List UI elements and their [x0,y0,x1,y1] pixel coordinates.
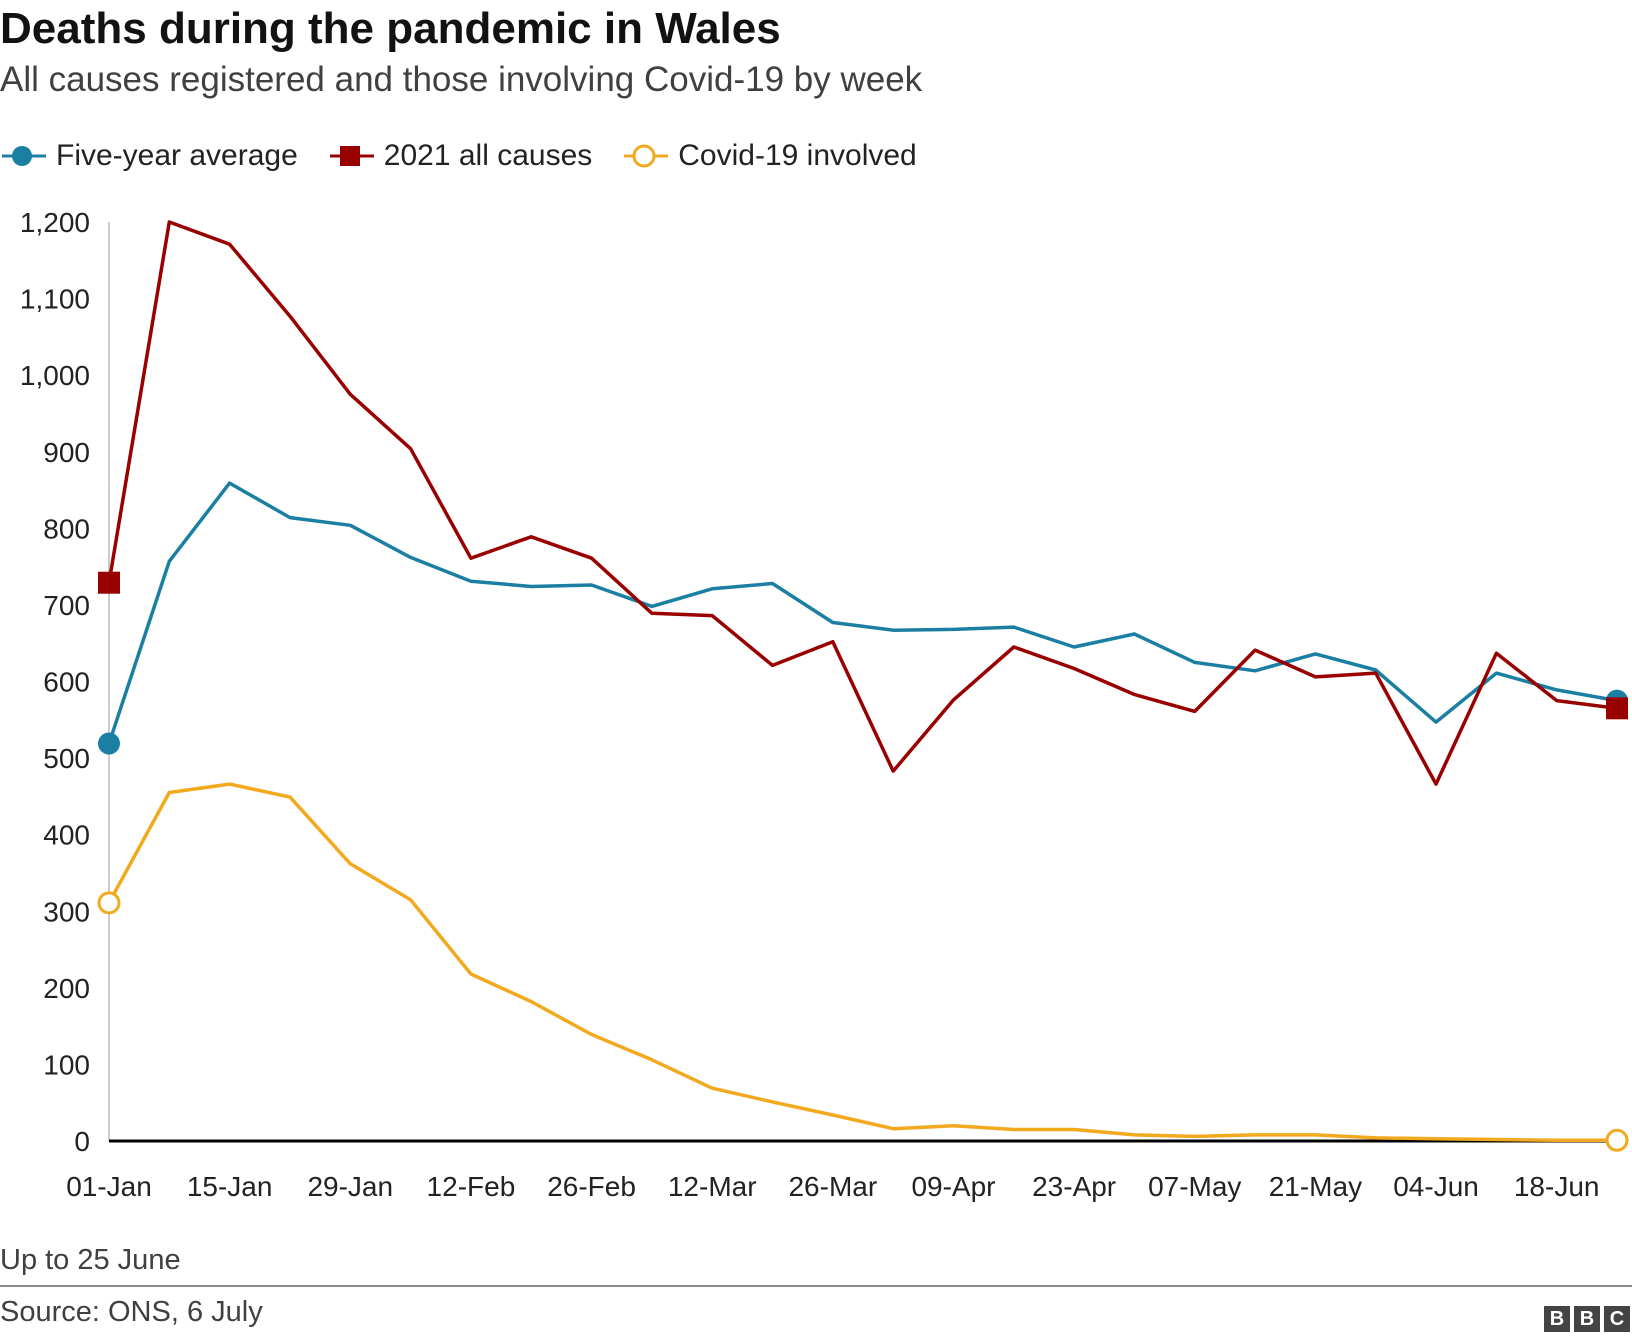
y-tick-label: 100 [43,1049,90,1080]
point-marker-five-year-average [98,732,120,755]
x-tick-label: 04-Jun [1393,1171,1479,1202]
y-tick-label: 200 [43,973,90,1004]
x-tick-label: 15-Jan [187,1171,273,1202]
y-tick-label: 900 [43,437,90,468]
source-note: Source: ONS, 6 July [0,1296,263,1328]
bbc-logo: B B C [1540,1306,1630,1332]
x-tick-label: 07-May [1148,1171,1241,1202]
chart-note: Up to 25 June [0,1244,181,1276]
point-marker-2021-all-causes [98,571,120,594]
logo-letter: B [1544,1306,1570,1332]
series-lines [107,220,1618,1142]
x-axis: 01-Jan 15-Jan 29-Jan 12-Feb 26-Feb 12-Mar 26-M… [66,1139,1617,1202]
x-tick-label: 26-Feb [547,1171,636,1202]
point-marker-covid-19-involved [97,891,121,915]
footer-divider [0,1285,1632,1287]
y-tick-label: 400 [43,820,90,851]
series-line-2021-all-causes [107,220,1618,786]
logo-letter: C [1604,1306,1630,1332]
chart-title: Deaths during the pandemic in Wales [0,4,781,53]
y-tick-label: 1,000 [20,360,90,391]
x-tick-label: 12-Mar [668,1171,757,1202]
x-tick-label: 21-May [1269,1171,1362,1202]
y-tick-label: 1,100 [20,284,90,315]
x-tick-label: 26-Mar [788,1171,877,1202]
legend-label-2021-all-causes: 2021 all causes [383,139,593,172]
legend-label-five-year-average: Five-year average [56,139,298,172]
x-tick-label: 09-Apr [911,1171,995,1202]
legend-swatch-2021-all-causes [329,146,374,166]
y-tick-label: 1,200 [20,207,90,238]
x-tick-label: 18-Jun [1514,1171,1600,1202]
legend-swatch-covid-19-involved [624,144,669,168]
legend-label-covid-19-involved: Covid-19 involved [678,139,917,172]
y-tick-label: 0 [74,1126,90,1157]
x-tick-label: 01-Jan [66,1171,152,1202]
legend-item-five-year-average: Five-year average [0,139,298,173]
legend-item-covid-19-involved: Covid-19 involved [622,139,917,173]
y-tick-label: 600 [43,667,90,698]
series-line-covid-19-involved [107,782,1617,1142]
series-end-markers [97,571,1629,1152]
line-chart: 0 100 200 300 400 500 600 700 800 900 1,000 1,100 1,… [20,207,1629,1202]
point-marker-covid-19-involved [1605,1128,1629,1152]
series-line-five-year-average [107,481,1618,745]
x-tick-label: 12-Feb [427,1171,516,1202]
y-tick-label: 500 [43,743,90,774]
legend-swatch-five-year-average [2,146,46,166]
y-tick-label: 700 [43,590,90,621]
chart-subtitle: All causes registered and those involvin… [0,60,923,99]
legend-item-2021-all-causes: 2021 all causes [328,139,592,173]
point-marker-2021-all-causes [1606,697,1628,720]
x-tick-label: 29-Jan [307,1171,393,1202]
chart-legend: Five-year average 2021 all causes Covid-… [0,134,947,178]
logo-letter: B [1574,1306,1600,1332]
y-tick-label: 300 [43,896,90,927]
x-tick-label: 23-Apr [1032,1171,1116,1202]
y-axis: 0 100 200 300 400 500 600 700 800 900 1,000 1,100 1,… [20,207,110,1157]
y-tick-label: 800 [43,513,90,544]
